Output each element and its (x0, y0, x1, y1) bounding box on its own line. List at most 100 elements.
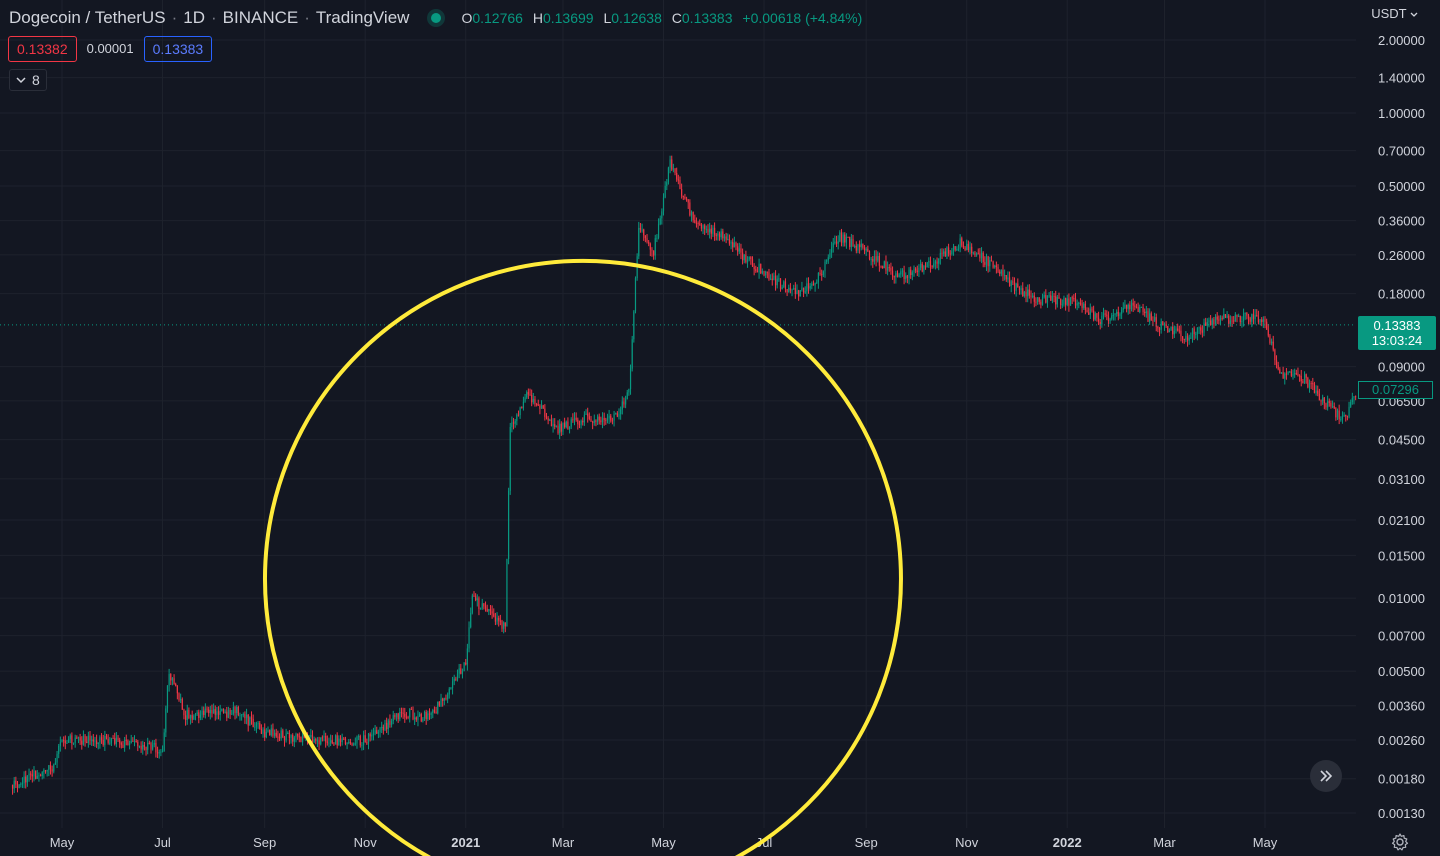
candle-body (1350, 401, 1352, 407)
candle-body (300, 736, 302, 743)
candle-body (783, 281, 785, 288)
candle-body (503, 622, 505, 629)
separator: · (210, 8, 217, 27)
candle-body (91, 739, 93, 741)
candle-body (260, 728, 263, 734)
candle-body (250, 717, 253, 719)
candle-body (761, 271, 763, 274)
candle-body (1330, 402, 1332, 407)
candle-body (872, 258, 874, 262)
candle-body (1178, 330, 1180, 332)
candle-body (880, 265, 882, 267)
candle-body (379, 727, 381, 733)
candle-body (1183, 338, 1185, 340)
time-axis[interactable]: May Jul Sep Nov 2021 Mar May Jul Sep Nov 2022 Mar Ma… (50, 835, 1278, 850)
sell-price-button[interactable]: 0.13382 (8, 36, 77, 62)
candle-body (1086, 310, 1088, 313)
candle-body (1027, 289, 1029, 297)
candle-body (208, 709, 210, 714)
candle-body (1083, 303, 1085, 308)
candle-body (376, 730, 378, 734)
candle-body (1303, 374, 1306, 384)
indicator-count: 8 (32, 72, 40, 88)
candle-body (58, 745, 60, 754)
indicators-toggle-button[interactable]: 8 (9, 69, 47, 91)
candle-body (545, 416, 548, 419)
candle-body (816, 282, 818, 284)
candle-body (575, 417, 577, 420)
candle-body (20, 783, 22, 785)
candle-body (1170, 326, 1172, 331)
candle-body (893, 276, 895, 278)
candle-body (1066, 298, 1068, 305)
candle-body (742, 252, 744, 261)
candle-body (592, 421, 594, 423)
candle-body (249, 717, 251, 726)
candle-body (572, 419, 574, 421)
candle-body (219, 710, 221, 715)
candle-body (483, 603, 485, 607)
candle-body (1285, 373, 1288, 375)
candle-body (447, 694, 449, 700)
candle-body (611, 420, 614, 422)
candle-body (1226, 315, 1228, 318)
candle-body (1058, 297, 1060, 299)
candle-body (999, 271, 1001, 274)
candle-body (1073, 298, 1075, 300)
candle-body (895, 273, 897, 278)
candle-body (206, 708, 208, 710)
candle-body (450, 687, 452, 689)
candle-body (377, 732, 380, 734)
candle-body (460, 668, 462, 674)
candle-body (1177, 328, 1179, 331)
candle-body (1257, 316, 1260, 323)
candle-body (1180, 330, 1182, 337)
candle-body (86, 741, 88, 743)
highlight-circle-annotation[interactable] (263, 258, 903, 856)
candle-body (438, 701, 440, 706)
candle-body (971, 246, 973, 253)
candle-body (1051, 296, 1054, 301)
buy-price-button[interactable]: 0.13383 (143, 36, 213, 62)
candle-body (713, 227, 716, 235)
candle-body (74, 737, 76, 743)
price-tick-label: 0.00700 (1378, 629, 1425, 644)
candle-body (432, 710, 434, 714)
candle-body (1272, 341, 1274, 350)
symbol-title[interactable]: Dogecoin / TetherUS (9, 8, 166, 27)
candle-body (479, 608, 482, 610)
candle-body (214, 709, 216, 715)
candle-body (1144, 311, 1146, 314)
candle-body (1275, 360, 1278, 366)
scroll-to-realtime-button[interactable] (1310, 760, 1342, 792)
candle-body (1216, 316, 1218, 320)
candle-body (198, 712, 200, 718)
gear-icon[interactable] (1390, 832, 1410, 852)
candle-body (555, 425, 557, 427)
candle-body (84, 735, 86, 742)
time-tick-label: May (1253, 835, 1278, 850)
candle-body (272, 728, 274, 736)
candle-body (994, 265, 996, 268)
price-tick-label: 0.70000 (1378, 144, 1425, 159)
candle-body (972, 252, 974, 254)
candle-body (659, 218, 661, 225)
candle-body (245, 714, 248, 719)
candle-body (1045, 294, 1047, 303)
candle-body (779, 278, 782, 289)
candle-body (863, 247, 866, 251)
candle-body (130, 740, 132, 744)
candle-body (259, 723, 261, 729)
candle-body (580, 420, 582, 425)
ohlc-values: O0.12766 H0.13699 L0.12638 C0.13383 +0.0… (461, 10, 868, 26)
candle-body (104, 736, 106, 745)
price-axis[interactable]: 2.00000 1.40000 1.00000 0.70000 0.50000 0.360… (1378, 33, 1425, 821)
candle-body (473, 595, 475, 597)
currency-selector[interactable]: USDT (1371, 6, 1418, 21)
candle-body (425, 711, 427, 720)
candle-body (542, 405, 544, 409)
interval-label[interactable]: 1D (183, 8, 205, 27)
candle-body (242, 714, 244, 716)
candle-body (97, 742, 99, 744)
